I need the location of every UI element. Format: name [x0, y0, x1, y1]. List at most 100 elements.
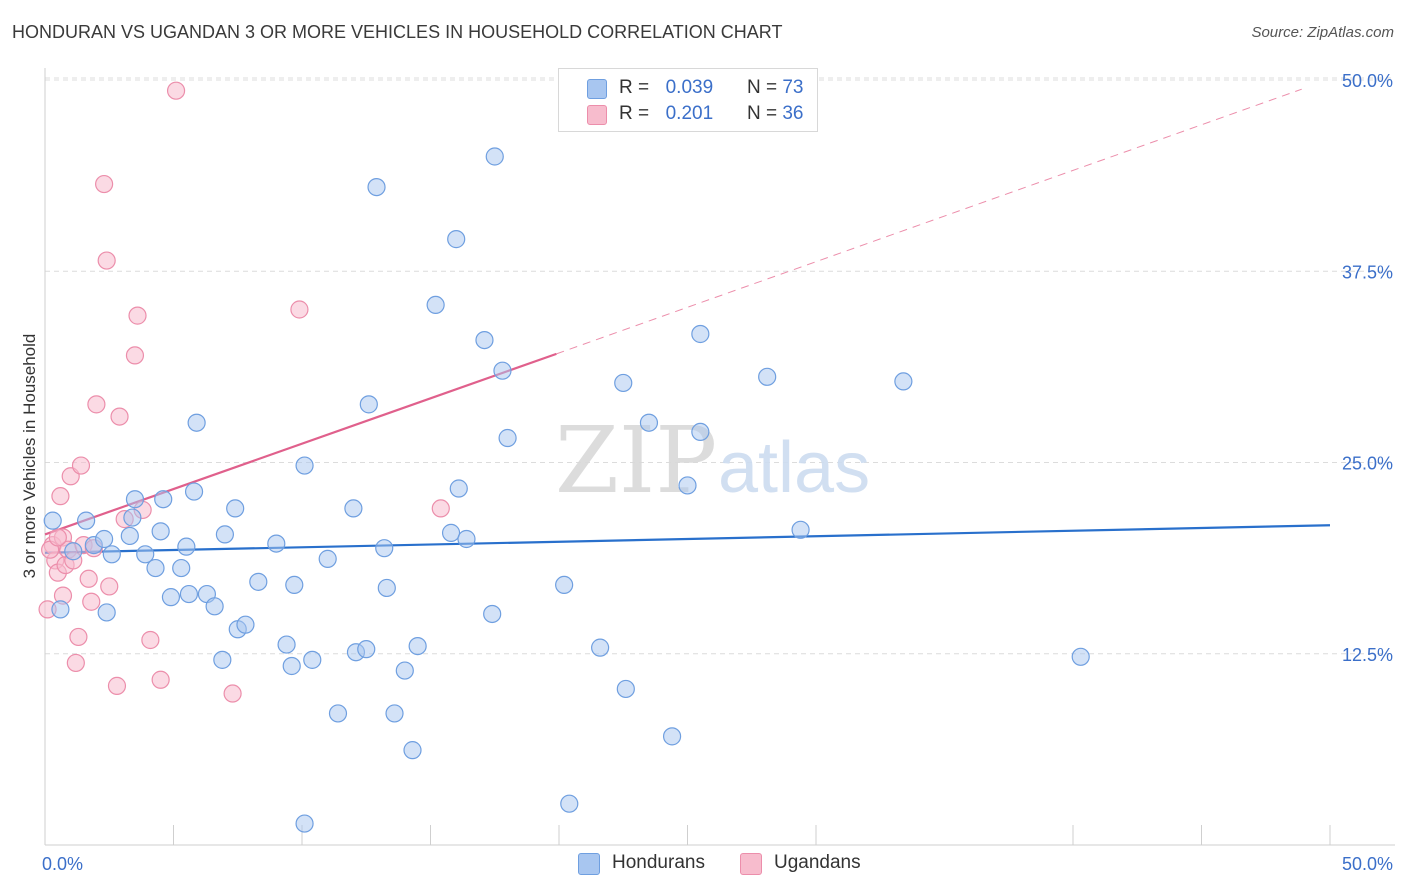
ugandans-point	[48, 528, 67, 547]
hondurans-point	[154, 490, 173, 509]
hondurans-point	[678, 476, 697, 495]
hondurans-point	[77, 511, 96, 530]
hondurans-point	[483, 604, 502, 624]
hondurans-point	[639, 413, 659, 432]
legend-label-ugandans: Ugandans	[774, 852, 861, 873]
hondurans-point	[102, 545, 121, 564]
hondurans-point	[187, 413, 206, 432]
ugandans-point	[100, 577, 119, 596]
hondurans-point	[295, 814, 314, 833]
ugandans-point	[151, 670, 170, 689]
watermark: ZIP atlas	[555, 407, 870, 514]
ugandans-point	[290, 300, 309, 319]
hondurans-trend-line	[44, 524, 1331, 554]
hondurans-point	[123, 508, 142, 527]
ugandans-point	[97, 251, 116, 270]
hondurans-point	[485, 147, 504, 166]
legend-label-hondurans: Hondurans	[612, 852, 705, 873]
y-tick-label: 25.0%	[1342, 454, 1393, 474]
hondurans-point	[213, 650, 232, 669]
hondurans-point	[791, 520, 810, 539]
hondurans-point	[426, 295, 445, 315]
n-label: N =	[746, 77, 778, 98]
hondurans-point	[498, 428, 517, 448]
ugandans-point	[166, 81, 186, 100]
hondurans-point	[95, 529, 114, 549]
n-label: N =	[746, 103, 778, 124]
hondurans-point	[758, 367, 777, 386]
hondurans-point	[282, 656, 301, 676]
ugandans-swatch	[587, 105, 607, 125]
hondurans-point	[555, 575, 574, 595]
hondurans-point	[408, 636, 427, 656]
hondurans-point	[151, 522, 170, 541]
hondurans-point	[179, 584, 199, 604]
hondurans-point	[614, 373, 633, 393]
hondurans-point	[97, 603, 116, 622]
hondurans-point	[475, 331, 494, 350]
hondurans-point	[295, 456, 314, 475]
hondurans-point	[441, 523, 461, 542]
hondurans-point	[303, 650, 322, 669]
hondurans-point	[318, 549, 337, 568]
hondurans-point	[375, 539, 394, 558]
hondurans-point	[357, 640, 376, 659]
hondurans-point	[385, 704, 404, 723]
hondurans-points	[43, 147, 1090, 833]
hondurans-point	[894, 372, 913, 391]
chart-title: HONDURAN VS UGANDAN 3 OR MORE VEHICLES I…	[12, 22, 783, 42]
hondurans-legend-swatch	[578, 853, 600, 875]
hondurans-point	[64, 542, 83, 561]
ugandans-trend-line	[44, 352, 557, 536]
ugandans-point	[223, 684, 242, 703]
hondurans-point	[457, 529, 476, 549]
hondurans-point	[344, 499, 363, 518]
ugandans-point	[69, 627, 88, 647]
hondurans-point	[616, 679, 635, 699]
hondurans-point	[177, 537, 196, 556]
ugandans-point	[71, 456, 91, 475]
r-label: R =	[619, 77, 650, 98]
hondurans-point	[277, 635, 296, 654]
hondurans-point	[236, 615, 255, 634]
hondurans-point	[1071, 647, 1090, 666]
ugandans-point	[125, 346, 145, 365]
hondurans-swatch	[587, 79, 607, 99]
hondurans-point	[662, 727, 682, 746]
y-tick-label: 12.5%	[1342, 645, 1393, 665]
hondurans-point	[249, 572, 268, 591]
ugandans-point	[87, 395, 106, 414]
hondurans-point	[328, 704, 348, 723]
r-value: 0.201	[665, 103, 714, 124]
r-value: 0.039	[665, 77, 714, 98]
y-tick-label: 50.0%	[1342, 71, 1393, 91]
ugandans-point	[141, 630, 160, 650]
hondurans-point	[560, 794, 579, 813]
hondurans-point	[449, 479, 468, 498]
hondurans-point	[493, 361, 512, 380]
tick-labels: 12.5% 25.0% 37.5% 50.0% 0.0% 50.0%	[42, 71, 1393, 874]
hondurans-point	[120, 526, 139, 546]
watermark-atlas: atlas	[718, 428, 870, 508]
ugandans-legend-swatch	[740, 853, 762, 875]
hondurans-point	[447, 230, 466, 249]
ugandans-point	[110, 407, 129, 426]
hondurans-point	[285, 575, 304, 595]
hondurans-point	[591, 638, 610, 657]
hondurans-point	[125, 490, 145, 509]
ugandans-point	[66, 653, 85, 673]
x-tick-label: 0.0%	[42, 854, 83, 874]
watermark-zip: ZIP	[555, 407, 717, 514]
hondurans-point	[226, 499, 245, 518]
axes	[44, 68, 1395, 846]
hondurans-point	[267, 534, 286, 553]
hondurans-point	[215, 525, 234, 544]
hondurans-point	[691, 422, 710, 441]
hondurans-point	[205, 597, 224, 616]
y-tick-label: 37.5%	[1342, 262, 1393, 282]
stats-legend: R = 0.039 N = 73 R = 0.201 N = 36	[558, 68, 818, 132]
x-tick-label: 50.0%	[1342, 854, 1393, 874]
n-value: 73	[782, 77, 804, 98]
hondurans-point	[51, 600, 70, 619]
